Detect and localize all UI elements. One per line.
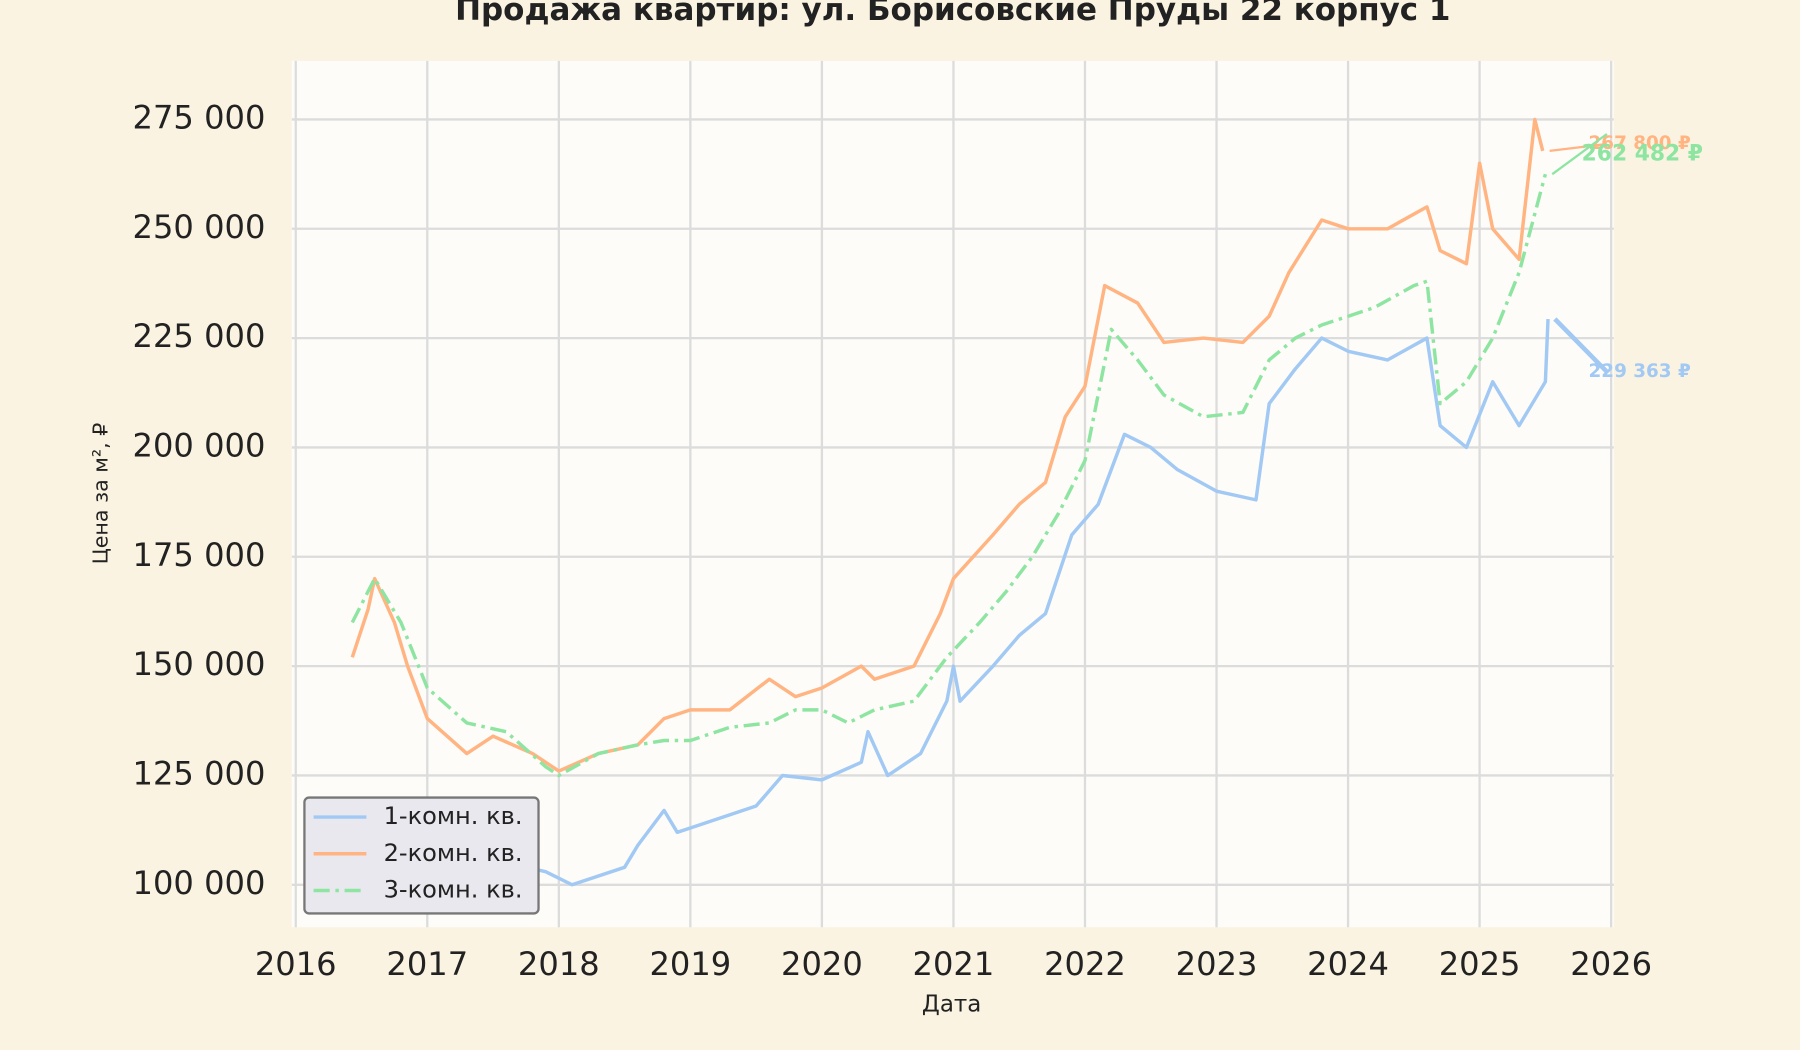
x-tick-label: 2022 xyxy=(1044,945,1126,983)
x-tick-label: 2021 xyxy=(913,945,995,983)
x-axis-label: Дата xyxy=(922,992,981,1018)
x-tick-label: 2018 xyxy=(518,945,600,983)
y-tick-label: 225 000 xyxy=(133,317,266,355)
x-tick-label: 2023 xyxy=(1176,945,1258,983)
y-tick-label: 175 000 xyxy=(133,536,266,574)
y-tick-label: 125 000 xyxy=(133,754,266,792)
y-tick-label: 150 000 xyxy=(133,645,266,683)
series-line xyxy=(354,318,1550,887)
x-tick-label: 2019 xyxy=(649,945,731,983)
y-axis-label: Цена за м², ₽ xyxy=(88,423,112,565)
legend-label: 1-комн. кв. xyxy=(384,802,523,830)
x-tick-label: 2016 xyxy=(255,945,337,983)
x-tick-label: 2024 xyxy=(1307,945,1389,983)
y-tick-label: 275 000 xyxy=(133,98,266,136)
legend-label: 2-комн. кв. xyxy=(384,839,523,867)
y-tick-label: 250 000 xyxy=(133,208,266,246)
y-tick-label: 200 000 xyxy=(133,426,266,464)
annotation-arrow xyxy=(1551,133,1608,176)
x-tick-label: 2020 xyxy=(781,945,863,983)
x-tick-label: 2017 xyxy=(386,945,468,983)
annotation-arrow xyxy=(1553,317,1609,374)
series-line xyxy=(350,117,1545,773)
annotation-label: 229 363 ₽ xyxy=(1589,361,1691,382)
annotation-label: 267 800 ₽ xyxy=(1589,133,1691,154)
x-tick-label: 2025 xyxy=(1439,945,1521,983)
legend: 1-комн. кв. 2-комн. кв. 3-комн. кв. xyxy=(303,796,540,915)
legend-box xyxy=(303,796,540,915)
annotation-label: 262 482 ₽ xyxy=(1582,142,1703,167)
chart-title: Продажа квартир: ул. Борисовские Пруды 2… xyxy=(455,0,1450,28)
legend-label: 3-комн. кв. xyxy=(384,875,523,903)
y-tick-label: 100 000 xyxy=(133,864,266,902)
series-line xyxy=(350,173,1548,778)
annotation-arrow xyxy=(1549,142,1608,153)
x-tick-label: 2026 xyxy=(1570,945,1652,983)
